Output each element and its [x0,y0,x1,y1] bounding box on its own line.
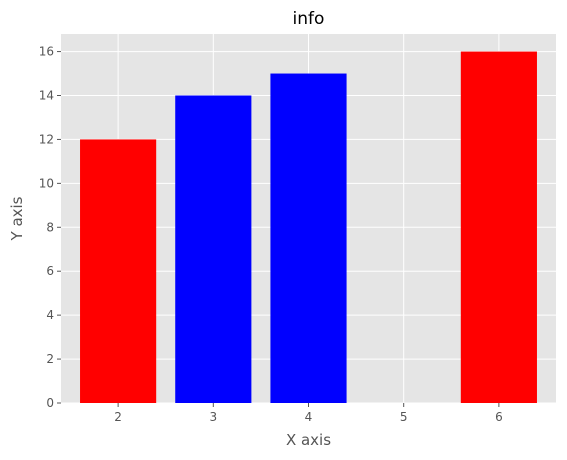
y-tick-label: 4 [46,308,54,322]
bar-x-2 [80,139,157,403]
y-tick-label: 0 [46,396,54,410]
bar-x-4 [270,73,347,404]
y-tick-label: 10 [39,176,54,190]
y-tick-label: 12 [39,132,54,146]
x-tick-labels: 2 3 4 5 6 [114,403,503,424]
bars [80,51,537,404]
x-tick-label: 4 [305,410,313,424]
y-tick-label: 8 [46,220,54,234]
bar-x-3 [175,95,252,403]
y-tick-label: 14 [39,89,54,103]
y-axis-label: Y axis [8,196,26,241]
y-tick-labels: 0 2 4 6 8 10 12 14 16 [39,45,61,410]
chart-title: info [293,9,325,29]
bar-x-6 [460,51,537,403]
x-axis-label: X axis [286,431,331,449]
x-tick-label: 3 [209,410,217,424]
y-tick-label: 2 [46,352,54,366]
x-tick-label: 5 [400,410,408,424]
x-tick-label: 2 [114,410,122,424]
x-tick-label: 6 [495,410,503,424]
y-tick-label: 16 [39,45,54,59]
y-tick-label: 6 [46,264,54,278]
